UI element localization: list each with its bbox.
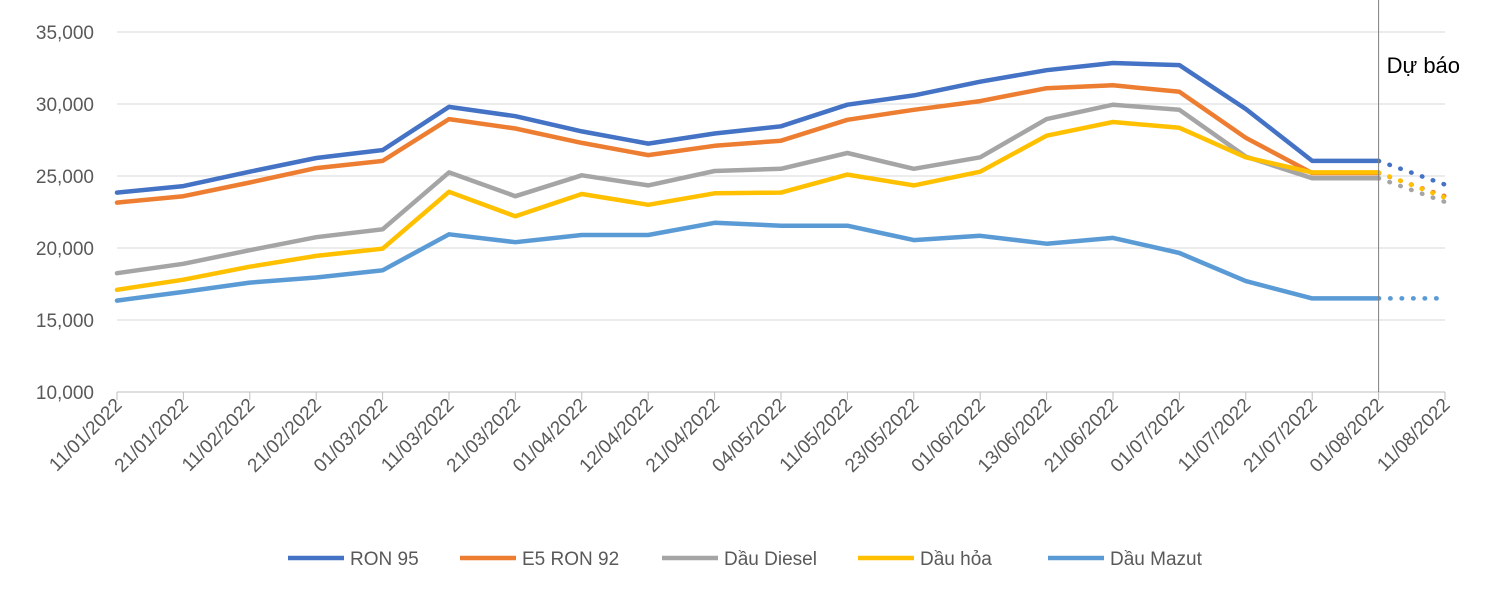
legend-label: RON 95 — [350, 549, 419, 570]
y-axis: 10,000 15,000 20,000 25,000 30,000 35,000 — [36, 23, 94, 404]
grid-lines — [117, 31, 1445, 321]
series-forecast-line-3 — [1376, 170, 1448, 200]
series-line-4 — [114, 220, 1381, 303]
legend-label: Dầu hỏa — [920, 549, 992, 570]
legend-label: Dầu Mazut — [1110, 549, 1203, 570]
series-line-3 — [114, 119, 1381, 293]
y-tick-label: 35,000 — [36, 23, 94, 44]
series-line-0 — [114, 60, 1381, 195]
series-line-1 — [114, 83, 1381, 205]
series-forecast-line-2 — [1376, 175, 1448, 205]
series-forecast-line-0 — [1376, 158, 1448, 187]
y-tick-label: 30,000 — [36, 95, 94, 116]
x-axis: 11/01/202221/01/202211/02/202221/02/2022… — [45, 391, 1455, 477]
series-lines — [114, 60, 1448, 303]
series-line-2 — [114, 102, 1381, 276]
forecast-region: Dự báo — [1378, 0, 1460, 392]
x-tick-label: 11/08/2022 — [1373, 395, 1454, 476]
legend-label: E5 RON 92 — [522, 549, 619, 570]
legend: RON 95 E5 RON 92 Dầu Diesel Dầu hỏa Dầu Mazu… — [288, 549, 1203, 570]
forecast-label: Dự báo — [1387, 53, 1460, 78]
legend-label: Dầu Diesel — [724, 549, 817, 570]
y-tick-label: 15,000 — [36, 311, 94, 332]
y-tick-label: 10,000 — [36, 383, 94, 404]
y-tick-label: 20,000 — [36, 239, 94, 260]
y-tick-label: 25,000 — [36, 167, 94, 188]
